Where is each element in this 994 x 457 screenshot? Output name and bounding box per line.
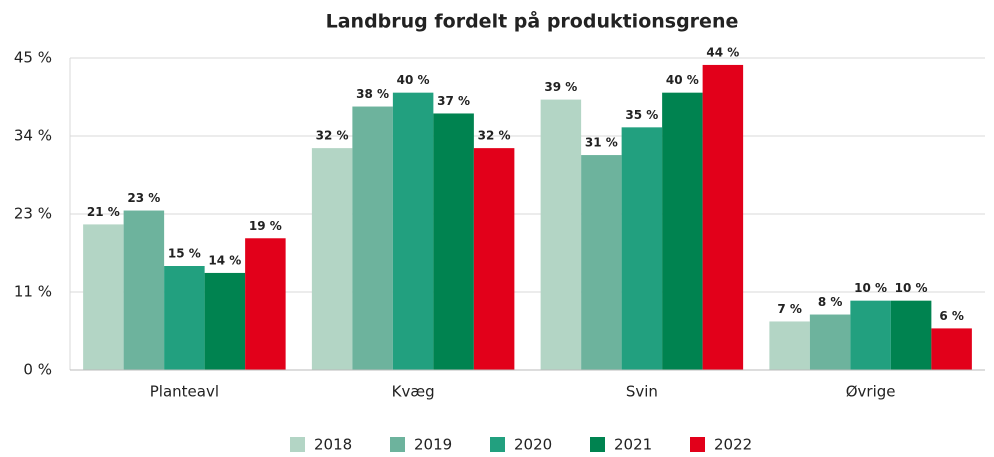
y-tick-label: 0 % — [23, 361, 52, 379]
legend-label: 2021 — [614, 436, 652, 454]
bar — [850, 300, 891, 370]
value-label: 38 % — [356, 87, 389, 101]
legend-swatch — [390, 437, 405, 452]
value-label: 39 % — [544, 80, 577, 94]
bar — [433, 113, 474, 370]
bar — [890, 300, 932, 370]
value-label: 10 % — [895, 281, 928, 295]
value-label: 32 % — [478, 129, 511, 143]
bar — [702, 64, 744, 370]
y-tick-label: 23 % — [14, 205, 52, 223]
chart-title: Landbrug fordelt på produktionsgrene — [326, 9, 739, 33]
value-label: 10 % — [854, 281, 887, 295]
legend-swatch — [290, 437, 305, 452]
value-label: 40 % — [397, 73, 430, 87]
bar — [809, 314, 851, 370]
value-label: 40 % — [666, 73, 699, 87]
bar — [123, 210, 165, 370]
bar — [540, 99, 582, 370]
value-label: 14 % — [208, 253, 241, 267]
value-label: 44 % — [706, 45, 739, 59]
legend-label: 2019 — [414, 436, 452, 454]
legend-label: 2022 — [714, 436, 752, 454]
value-label: 19 % — [249, 219, 282, 233]
y-tick-label: 34 % — [14, 127, 52, 145]
y-tick-label: 11 % — [14, 283, 52, 301]
x-tick-label: Planteavl — [150, 383, 219, 401]
value-label: 7 % — [777, 302, 802, 316]
bar — [245, 238, 286, 370]
bar — [352, 106, 393, 371]
bar — [581, 155, 622, 370]
bar — [204, 272, 246, 370]
legend-label: 2018 — [314, 436, 352, 454]
legend-swatch — [690, 437, 705, 452]
value-label: 21 % — [87, 205, 120, 219]
value-label: 6 % — [939, 309, 964, 323]
value-label: 8 % — [818, 295, 843, 309]
x-tick-label: Øvrige — [846, 383, 896, 401]
bar — [769, 321, 810, 370]
bar — [473, 148, 515, 370]
bar — [931, 328, 972, 370]
legend-label: 2020 — [514, 436, 552, 454]
x-tick-label: Kvæg — [392, 383, 435, 401]
value-label: 23 % — [127, 191, 160, 205]
bar — [662, 92, 703, 371]
x-tick-label: Svin — [626, 383, 658, 401]
value-label: 37 % — [437, 94, 470, 108]
bar — [392, 92, 434, 371]
bar — [621, 127, 663, 370]
legend-swatch — [590, 437, 605, 452]
bar — [83, 224, 124, 370]
bar — [164, 266, 205, 370]
y-tick-label: 45 % — [14, 49, 52, 67]
value-label: 35 % — [625, 108, 658, 122]
bar — [311, 148, 353, 370]
value-label: 15 % — [168, 247, 201, 261]
value-label: 31 % — [585, 136, 618, 150]
value-label: 32 % — [316, 129, 349, 143]
legend-swatch — [490, 437, 505, 452]
